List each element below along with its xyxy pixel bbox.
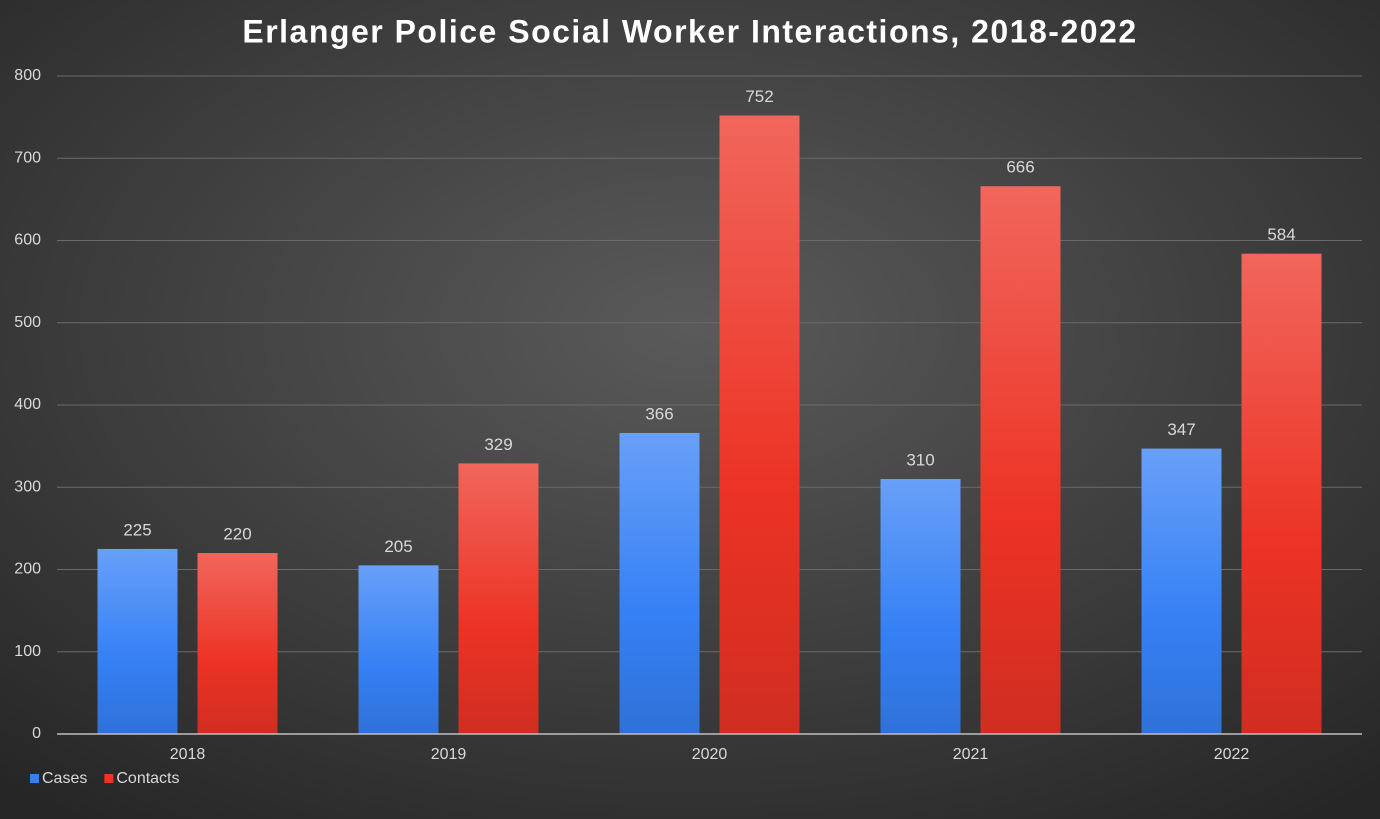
y-tick-label: 700	[14, 149, 41, 166]
y-tick-label: 200	[14, 561, 41, 578]
x-tick-label: 2018	[170, 746, 206, 763]
data-label: 310	[906, 451, 934, 470]
data-label: 225	[123, 520, 151, 539]
x-tick-label: 2022	[1214, 746, 1250, 763]
bar	[358, 565, 439, 734]
data-label: 752	[745, 87, 773, 106]
y-tick-label: 500	[14, 314, 41, 331]
bar	[1141, 448, 1222, 734]
data-label: 666	[1006, 158, 1034, 177]
x-tick-label: 2021	[953, 746, 989, 763]
y-tick-label: 400	[14, 396, 41, 413]
bar	[197, 553, 278, 734]
legend-swatch	[104, 774, 114, 783]
y-tick-label: 0	[32, 725, 41, 742]
bar	[97, 548, 178, 734]
bar	[619, 432, 700, 734]
x-tick-label: 2020	[692, 746, 728, 763]
data-label: 584	[1267, 225, 1295, 244]
bar	[458, 463, 539, 734]
data-label: 205	[384, 537, 412, 556]
x-tick-label: 2019	[431, 746, 467, 763]
y-tick-label: 100	[14, 643, 41, 660]
y-tick-label: 600	[14, 232, 41, 249]
bar	[980, 186, 1061, 735]
chart-title: Erlanger Police Social Worker Interactio…	[242, 13, 1137, 49]
data-label: 329	[484, 435, 512, 454]
data-label: 366	[645, 404, 673, 423]
legend-label: Contacts	[116, 770, 179, 787]
bar	[1241, 253, 1322, 734]
y-tick-label: 800	[14, 67, 41, 84]
legend-label: Cases	[42, 770, 87, 787]
data-label: 347	[1167, 420, 1195, 439]
legend-swatch	[30, 774, 39, 783]
data-label: 220	[223, 525, 251, 544]
bar	[719, 115, 800, 735]
bar	[880, 479, 961, 734]
y-tick-label: 300	[14, 478, 41, 495]
